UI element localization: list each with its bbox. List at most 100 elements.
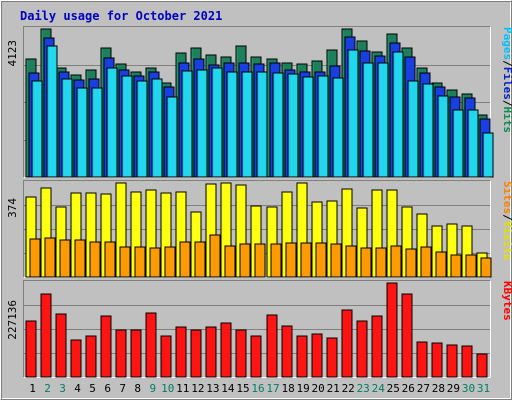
x-tick-label: 6 [104, 382, 111, 395]
bar-kbytes [205, 326, 217, 378]
x-tick-label: 19 [296, 382, 309, 395]
series-sites [29, 234, 492, 278]
series-pages [31, 45, 494, 178]
x-tick-label: 13 [206, 382, 219, 395]
bar-pages [437, 95, 449, 178]
x-tick-label: 10 [161, 382, 174, 395]
x-tick-label: 15 [236, 382, 249, 395]
bar-sites [420, 246, 432, 278]
series-legend: KBytes [501, 281, 512, 321]
bar-sites [450, 254, 462, 278]
bar-kbytes [341, 309, 353, 378]
bar-pages [256, 71, 268, 178]
bar-pages [61, 78, 73, 178]
bar-pages [332, 77, 344, 178]
legend-label-sites: Sites [501, 181, 512, 214]
x-tick-label: 18 [281, 382, 294, 395]
bar-kbytes [416, 341, 428, 378]
bar-sites [149, 247, 161, 278]
bar-kbytes [431, 342, 443, 378]
bar-pages [467, 109, 479, 178]
bar-kbytes [145, 312, 157, 378]
bar-sites [179, 241, 191, 278]
x-tick-label: 25 [387, 382, 400, 395]
bar-sites [360, 247, 372, 278]
bar-pages [106, 67, 118, 178]
bar-pages [347, 49, 359, 178]
bar-pages [211, 67, 223, 178]
bar-pages [76, 87, 88, 178]
x-tick-label: 30 [462, 382, 475, 395]
bar-pages [121, 75, 133, 178]
bar-pages [196, 69, 208, 178]
bar-kbytes [281, 325, 293, 378]
y-max-label: 374 [6, 198, 19, 218]
bar-sites [209, 234, 221, 278]
legend-separator: / [501, 60, 512, 67]
x-tick-label: 26 [402, 382, 415, 395]
bar-sites [345, 245, 357, 278]
bar-sites [330, 243, 342, 278]
bar-sites [44, 237, 56, 278]
bar-sites [480, 257, 492, 278]
x-tick-label: 27 [417, 382, 430, 395]
legend-label-hits: Hits [501, 107, 512, 134]
bar-pages [317, 75, 329, 178]
x-tick-label: 11 [176, 382, 189, 395]
x-tick-label: 28 [432, 382, 445, 395]
bar-kbytes [371, 315, 383, 378]
bar-pages [422, 83, 434, 178]
x-tick-label: 23 [357, 382, 370, 395]
bar-kbytes [40, 293, 52, 378]
x-tick-label: 14 [221, 382, 235, 395]
bar-kbytes [235, 329, 247, 378]
bar-sites [285, 242, 297, 278]
bar-sites [465, 254, 477, 278]
x-tick-label: 2 [44, 382, 51, 395]
x-tick-label: 9 [149, 382, 156, 395]
bar-kbytes [461, 345, 473, 378]
x-tick-label: 31 [477, 382, 490, 395]
series-legend: Pages/Files/Hits [501, 27, 512, 133]
x-tick-label: 1 [29, 382, 36, 395]
bar-kbytes [160, 335, 172, 378]
legend-label-pages: Pages [501, 27, 512, 60]
x-tick-label: 22 [342, 382, 355, 395]
legend-label-visits: Visits [501, 221, 512, 261]
bar-kbytes [100, 315, 112, 378]
bar-sites [435, 251, 447, 278]
bar-pages [452, 109, 464, 178]
bar-kbytes [386, 282, 398, 378]
legend-separator: / [501, 100, 512, 107]
bar-kbytes [326, 337, 338, 378]
x-tick-label: 3 [59, 382, 66, 395]
y-max-label: 4123 [6, 40, 19, 67]
x-tick-label: 17 [266, 382, 279, 395]
bar-kbytes [220, 322, 232, 378]
bar-pages [226, 71, 238, 178]
bar-sites [164, 246, 176, 278]
bar-kbytes [266, 314, 278, 378]
bar-sites [104, 241, 116, 278]
bar-kbytes [55, 313, 67, 378]
bar-kbytes [175, 326, 187, 378]
bar-sites [239, 243, 251, 278]
series-legend: Sites/Visits [501, 181, 512, 261]
bar-sites [134, 246, 146, 278]
chart-panels: 4123Pages/Files/Hits374Sites/Visits22713… [6, 26, 512, 378]
bar-pages [136, 80, 148, 178]
bar-kbytes [296, 335, 308, 378]
bar-sites [119, 246, 131, 278]
bar-kbytes [476, 353, 488, 378]
bar-pages [377, 62, 389, 178]
bar-pages [407, 80, 419, 178]
bar-sites [405, 248, 417, 278]
bar-sites [59, 239, 71, 278]
bar-sites [390, 245, 402, 278]
panel-visits-sites: 374 Sites/Visits [6, 180, 512, 278]
x-tick-label: 24 [372, 382, 386, 395]
bar-sites [74, 239, 86, 278]
x-tick-label: 4 [74, 382, 81, 395]
